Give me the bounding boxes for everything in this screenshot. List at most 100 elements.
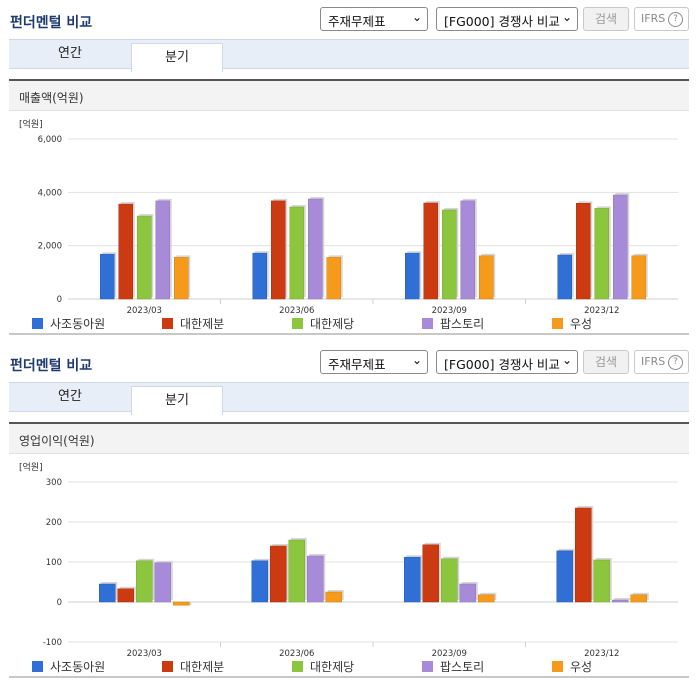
legend-label: 우성	[570, 317, 593, 331]
tab-annual[interactable]: 연간	[58, 46, 82, 61]
chart-container: 매출액(억원) [억원] 0 2,000 4,000 6,000 2023/03 2023/…	[9, 79, 689, 335]
bar[interactable]	[271, 200, 286, 300]
bar[interactable]	[423, 202, 438, 300]
statement-select[interactable]: 주재무제표 ⌄	[320, 350, 428, 374]
x-tick-label: 2023/12	[584, 649, 619, 659]
bar[interactable]	[479, 255, 494, 300]
legend-label: 사조동아원	[50, 317, 106, 331]
bar[interactable]	[136, 560, 153, 603]
bar[interactable]	[154, 562, 171, 603]
legend-swatch	[422, 661, 433, 672]
legend-item[interactable]: 팝스토리	[422, 315, 484, 332]
bar[interactable]	[118, 203, 133, 300]
chart-header: 영업이익(억원)	[9, 424, 689, 454]
legend-swatch	[162, 661, 173, 672]
search-button[interactable]: 검색	[583, 350, 629, 374]
compare-select[interactable]: [FG000] 경쟁사 비교 ⌄	[436, 350, 578, 374]
bar[interactable]	[174, 257, 189, 300]
bar[interactable]	[155, 200, 170, 300]
legend-item[interactable]: 우성	[552, 658, 592, 675]
legend-label: 팝스토리	[440, 317, 485, 331]
bar[interactable]	[593, 559, 610, 603]
legend-item[interactable]: 사조동아원	[32, 658, 105, 675]
bar[interactable]	[404, 556, 421, 603]
y-tick-label: 6,000	[38, 135, 62, 145]
bar[interactable]	[251, 560, 268, 603]
chart-title: 영업이익(억원)	[19, 434, 95, 448]
bar[interactable]	[459, 583, 476, 603]
bar[interactable]	[631, 255, 646, 300]
legend-item[interactable]: 대한제당	[292, 315, 354, 332]
chart-container: 영업이익(억원) [억원] -100 0 100 200 300 2023/03 2023/0…	[9, 422, 689, 678]
fundamental-panel-sales: 펀더멘털 비교 주재무제표 ⌄ [FG000] 경쟁사 비교 ⌄ 검색 IFRS…	[0, 0, 696, 335]
tab-quarterly[interactable]: 분기	[131, 43, 223, 72]
bar[interactable]	[288, 539, 305, 603]
bar[interactable]	[557, 254, 572, 300]
bar[interactable]	[326, 257, 341, 300]
y-tick-label: 4,000	[38, 188, 62, 198]
bar[interactable]	[325, 591, 342, 603]
chevron-down-icon: ⌄	[411, 353, 422, 367]
compare-select[interactable]: [FG000] 경쟁사 비교 ⌄	[436, 7, 578, 31]
bar[interactable]	[594, 208, 609, 300]
legend-swatch	[292, 661, 303, 672]
bar[interactable]	[405, 252, 420, 300]
bar[interactable]	[441, 558, 458, 603]
x-tick-label: 2023/06	[279, 649, 314, 659]
x-tick-label: 2023/09	[432, 306, 467, 316]
legend-item[interactable]: 팝스토리	[422, 658, 484, 675]
legend-item[interactable]: 대한제당	[292, 658, 354, 675]
fundamental-panel-operating-profit: 펀더멘털 비교 주재무제표 ⌄ [FG000] 경쟁사 비교 ⌄ 검색 IFRS…	[0, 343, 696, 684]
chevron-down-icon: ⌄	[411, 10, 422, 24]
bar[interactable]	[612, 599, 629, 603]
legend-swatch	[422, 318, 433, 329]
ifrs-button[interactable]: IFRS ?	[634, 7, 689, 31]
bar[interactable]	[613, 194, 628, 300]
compare-select-value: [FG000] 경쟁사 비교	[444, 357, 560, 372]
bar[interactable]	[173, 601, 190, 606]
bar[interactable]	[99, 583, 116, 603]
bar[interactable]	[478, 594, 495, 603]
legend-label: 대한제분	[180, 317, 225, 331]
search-button[interactable]: 검색	[583, 7, 629, 31]
legend-item[interactable]: 사조동아원	[32, 315, 105, 332]
bar[interactable]	[630, 594, 647, 603]
legend-item[interactable]: 대한제분	[162, 658, 224, 675]
chart-legend: 사조동아원 대한제분 대한제당 팝스토리 우성	[9, 315, 689, 335]
statement-select-value: 주재무제표	[328, 357, 386, 372]
bar[interactable]	[442, 209, 457, 300]
legend-swatch	[32, 318, 43, 329]
chart-title: 매출액(억원)	[19, 91, 84, 105]
x-tick-label: 2023/03	[127, 649, 162, 659]
bar[interactable]	[556, 550, 573, 603]
panel-header: 펀더멘털 비교 주재무제표 ⌄ [FG000] 경쟁사 비교 ⌄ 검색 IFRS…	[0, 0, 696, 36]
x-tick-label: 2023/06	[279, 306, 314, 316]
bar[interactable]	[422, 544, 439, 603]
legend-label: 대한제당	[310, 660, 355, 674]
legend-item[interactable]: 우성	[552, 315, 592, 332]
ifrs-button[interactable]: IFRS ?	[634, 350, 689, 374]
legend-swatch	[552, 661, 563, 672]
help-icon[interactable]: ?	[668, 355, 683, 370]
y-axis-unit-label: [억원]	[19, 118, 43, 130]
bar[interactable]	[307, 555, 324, 603]
bar[interactable]	[575, 507, 592, 603]
panel-title: 펀더멘털 비교	[10, 15, 93, 31]
bar[interactable]	[270, 545, 287, 603]
bar[interactable]	[100, 253, 115, 300]
bar[interactable]	[460, 200, 475, 300]
bar[interactable]	[289, 206, 304, 300]
tab-quarterly[interactable]: 분기	[131, 386, 223, 415]
statement-select[interactable]: 주재무제표 ⌄	[320, 7, 428, 31]
tab-annual[interactable]: 연간	[58, 389, 82, 404]
panel-header: 펀더멘털 비교 주재무제표 ⌄ [FG000] 경쟁사 비교 ⌄ 검색 IFRS…	[0, 343, 696, 379]
period-tabs: 연간 분기	[9, 382, 689, 415]
bar[interactable]	[252, 252, 267, 300]
help-icon[interactable]: ?	[668, 12, 683, 27]
bar[interactable]	[117, 588, 134, 603]
bar[interactable]	[137, 215, 152, 300]
bar[interactable]	[576, 203, 591, 300]
bar[interactable]	[308, 198, 323, 300]
x-tick-label: 2023/09	[432, 649, 467, 659]
legend-item[interactable]: 대한제분	[162, 315, 224, 332]
